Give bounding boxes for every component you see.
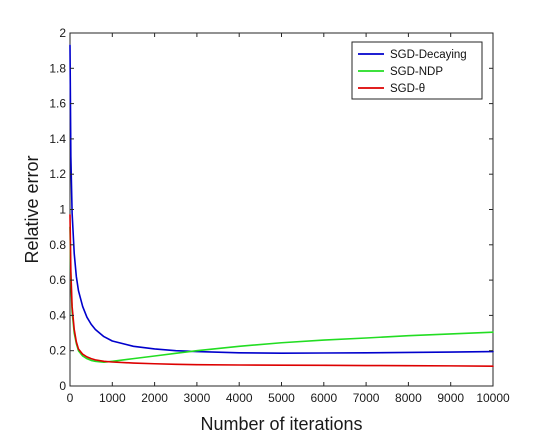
legend-label: SGD-NDP (390, 66, 443, 78)
x-tick-label: 1000 (99, 391, 126, 405)
legend-label: SGD-θ (390, 83, 425, 95)
series-line (69, 214, 494, 368)
x-tick-label: 2000 (141, 391, 168, 405)
y-tick-label: 1.8 (49, 61, 66, 75)
y-tick-label: 1 (59, 203, 66, 217)
y-axis-title: Relative error (22, 155, 42, 263)
y-tick-label: 0 (59, 379, 66, 393)
x-tick-label: 0 (67, 391, 74, 405)
x-tick-label: 6000 (310, 391, 337, 405)
series-layer (69, 44, 494, 368)
y-tick-label: 2 (59, 26, 66, 40)
x-tick-label: 10000 (476, 391, 510, 405)
series-line (69, 44, 494, 354)
y-tick-label: 0.2 (49, 344, 66, 358)
legend-label: SGD-Decaying (390, 49, 467, 61)
y-tick-label: 0.4 (49, 308, 66, 322)
x-tick-label: 8000 (395, 391, 422, 405)
legend: SGD-Decaying SGD-NDP SGD-θ (351, 41, 483, 100)
x-tick-label: 9000 (437, 391, 464, 405)
y-tick-label: 1.4 (49, 132, 66, 146)
y-tick-label: 1.2 (49, 167, 66, 181)
x-tick-label: 3000 (184, 391, 211, 405)
x-axis-title: Number of iterations (200, 414, 362, 434)
y-tick-label: 0.6 (49, 273, 66, 287)
y-tick-label: 1.6 (49, 97, 66, 111)
x-tick-label: 4000 (226, 391, 253, 405)
y-tick-label: 0.8 (49, 238, 66, 252)
x-tick-label: 5000 (268, 391, 295, 405)
x-tick-label: 7000 (353, 391, 380, 405)
axis-layer: 0 1000 2000 3000 4000 5000 6000 7000 8000 9000 100… (49, 26, 510, 405)
